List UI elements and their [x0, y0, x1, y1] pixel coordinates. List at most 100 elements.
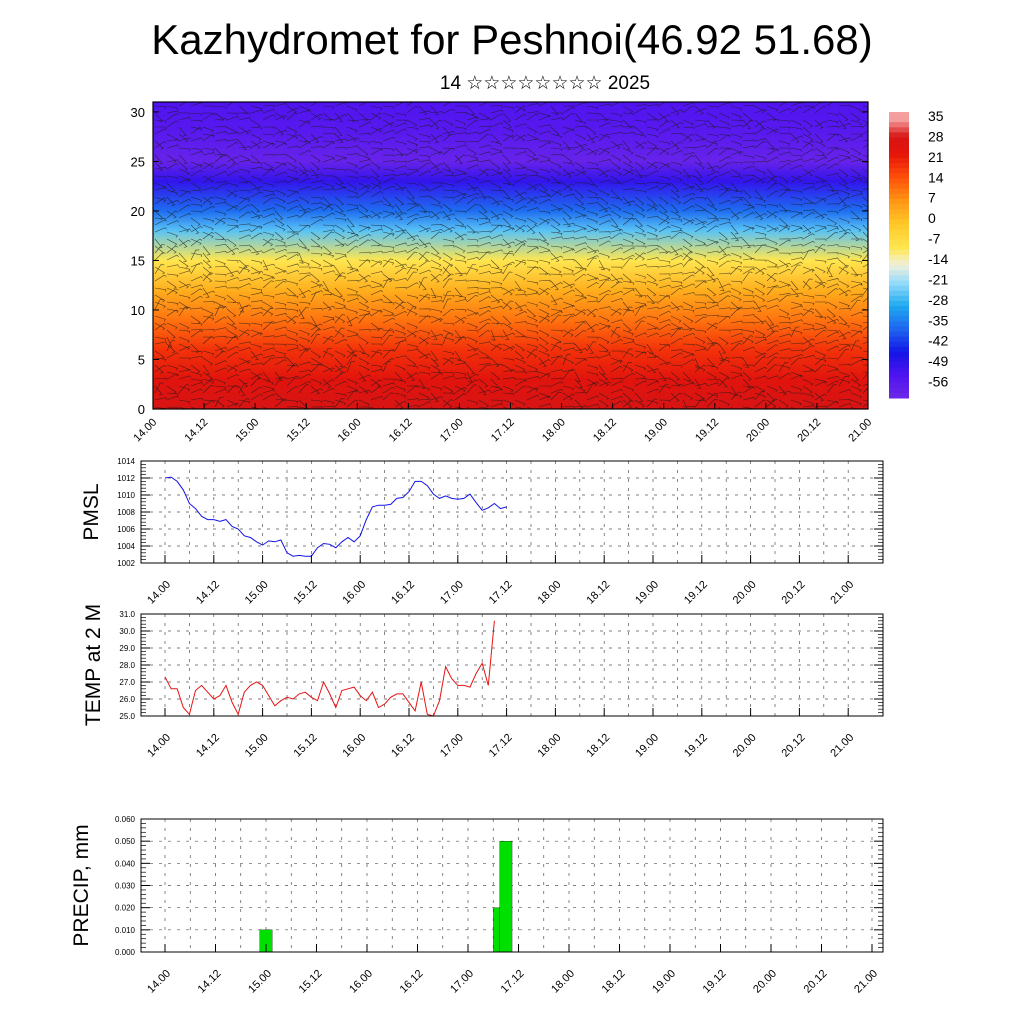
colorbar-segment: [889, 137, 909, 144]
colorbar-segment: [889, 352, 909, 358]
heatmap-y-tick-label: 15: [131, 253, 145, 268]
colorbar-segment: [889, 300, 909, 307]
x-tick-label: 14.00: [145, 732, 173, 760]
heatmap-x-tick-label: 17.12: [489, 416, 517, 444]
colorbar-segment: [889, 214, 909, 220]
x-tick-label: 21.00: [852, 968, 880, 996]
heatmap-x-tick-label: 19.12: [693, 416, 721, 444]
y-tick-label: 0.030: [115, 882, 136, 891]
x-tick-label: 18.12: [584, 579, 612, 607]
x-tick-label: 20.12: [802, 968, 830, 996]
colorbar-segment: [889, 295, 909, 302]
colorbar-segment: [889, 346, 909, 353]
x-tick-label: 15.00: [243, 732, 271, 760]
x-tick-label: 16.00: [340, 732, 368, 760]
y-tick-label: 1014: [117, 457, 135, 466]
colorbar-segment: [889, 224, 909, 230]
x-tick-label: 17.00: [438, 579, 466, 607]
y-tick-label: 0.050: [115, 837, 136, 846]
colorbar-segment: [889, 290, 909, 297]
y-tick-label: 26.0: [119, 695, 135, 704]
colorbar-segment: [889, 270, 909, 276]
x-tick-label: 17.00: [438, 732, 466, 760]
colorbar-segment: [889, 234, 909, 241]
colorbar-segment: [889, 341, 909, 348]
colorbar-segment: [889, 280, 909, 287]
heatmap-x-tick-label: 16.00: [336, 416, 364, 444]
precip-panel: 0.000 0.010 0.020 0.030 0.040 0.050 0.060 14.00…: [70, 815, 884, 996]
x-tick-label: 17.00: [448, 968, 476, 996]
y-tick-label: 0.000: [115, 948, 136, 957]
heatmap-y-tick-label: 10: [131, 303, 145, 318]
y-tick-label: 1012: [117, 474, 135, 483]
x-tick-label: 18.00: [536, 732, 564, 760]
pmsl-panel: 1002 1004 1006 1008 1010 1012 1014 14.00 14.12 15…: [80, 457, 884, 607]
colorbar-segment: [889, 117, 909, 123]
heatmap-y-tick-label: 0: [138, 402, 145, 417]
heatmap-field: [153, 102, 868, 409]
heatmap-x-tick-label: 19.00: [642, 416, 670, 444]
colorbar-label: -14: [928, 251, 948, 267]
y-tick-label: 31.0: [119, 610, 135, 619]
chart-title: Kazhydromet for Peshnoi(46.92 51.68): [151, 16, 873, 63]
chart-subtitle: 14 ☆☆☆☆☆☆☆☆ 2025: [439, 73, 651, 94]
x-tick-label: 17.12: [487, 579, 515, 607]
x-tick-label: 18.00: [536, 579, 564, 607]
colorbar-label: -42: [928, 333, 948, 349]
heatmap-x-tick-label: 16.12: [387, 416, 415, 444]
x-tick-label: 18.12: [584, 732, 612, 760]
y-axis-label: TEMP at 2 M: [82, 604, 105, 726]
x-tick-label: 19.00: [633, 579, 661, 607]
y-tick-label: 0.020: [115, 904, 136, 913]
colorbar-label: 7: [928, 190, 936, 206]
colorbar-label: -21: [928, 271, 948, 287]
x-tick-label: 20.00: [751, 968, 779, 996]
colorbar-segment: [889, 178, 909, 184]
y-tick-label: 30.0: [119, 627, 135, 636]
x-tick-label: 18.12: [600, 968, 628, 996]
y-tick-label: 1006: [117, 525, 135, 534]
colorbar-segment: [889, 260, 909, 266]
y-axis-label: PRECIP, mm: [70, 824, 93, 946]
x-tick-label: 16.12: [398, 968, 426, 996]
heatmap-y-tick-label: 5: [138, 352, 145, 367]
colorbar-segment: [889, 239, 909, 246]
precip-bar: [499, 841, 513, 953]
colorbar-segment: [889, 132, 909, 139]
colorbar-label: 0: [928, 210, 936, 226]
heatmap-y-tick-label: 20: [131, 204, 145, 219]
x-tick-label: 21.00: [828, 579, 856, 607]
colorbar-segment: [889, 183, 909, 190]
colorbar: 35 28 21 14 7 0 -7 -14 -21 -28 -35 -42 -49 -56: [889, 108, 948, 399]
colorbar-segment: [889, 362, 909, 368]
x-tick-label: 19.12: [682, 579, 710, 607]
y-tick-label: 1002: [117, 559, 135, 568]
x-tick-label: 16.00: [340, 579, 368, 607]
colorbar-label: -56: [928, 374, 948, 390]
colorbar-segment: [889, 387, 909, 394]
x-tick-label: 14.00: [145, 579, 173, 607]
colorbar-segment: [889, 229, 909, 236]
series-line: [164, 620, 495, 717]
x-tick-label: 14.12: [194, 732, 222, 760]
colorbar-segment: [889, 285, 909, 292]
x-tick-label: 18.00: [549, 968, 577, 996]
colorbar-segment: [889, 311, 909, 317]
colorbar-segment: [889, 249, 909, 256]
colorbar-segment: [889, 142, 909, 149]
y-tick-label: 0.060: [115, 815, 136, 824]
temp-panel: 25.0 26.0 27.0 28.0 29.0 30.0 31.0 14.00 14.12 15…: [82, 604, 884, 760]
y-tick-label: 0.040: [115, 859, 136, 868]
colorbar-segment: [889, 321, 909, 327]
y-tick-label: 0.010: [115, 926, 136, 935]
colorbar-segment: [889, 244, 909, 251]
colorbar-segment: [889, 127, 909, 133]
x-tick-label: 20.00: [731, 579, 759, 607]
x-tick-label: 17.12: [487, 732, 515, 760]
x-tick-label: 19.00: [633, 732, 661, 760]
colorbar-segment: [889, 326, 909, 333]
x-tick-label: 19.00: [650, 968, 678, 996]
colorbar-label: -35: [928, 312, 948, 328]
x-tick-label: 19.12: [701, 968, 729, 996]
colorbar-label: 21: [928, 149, 944, 165]
